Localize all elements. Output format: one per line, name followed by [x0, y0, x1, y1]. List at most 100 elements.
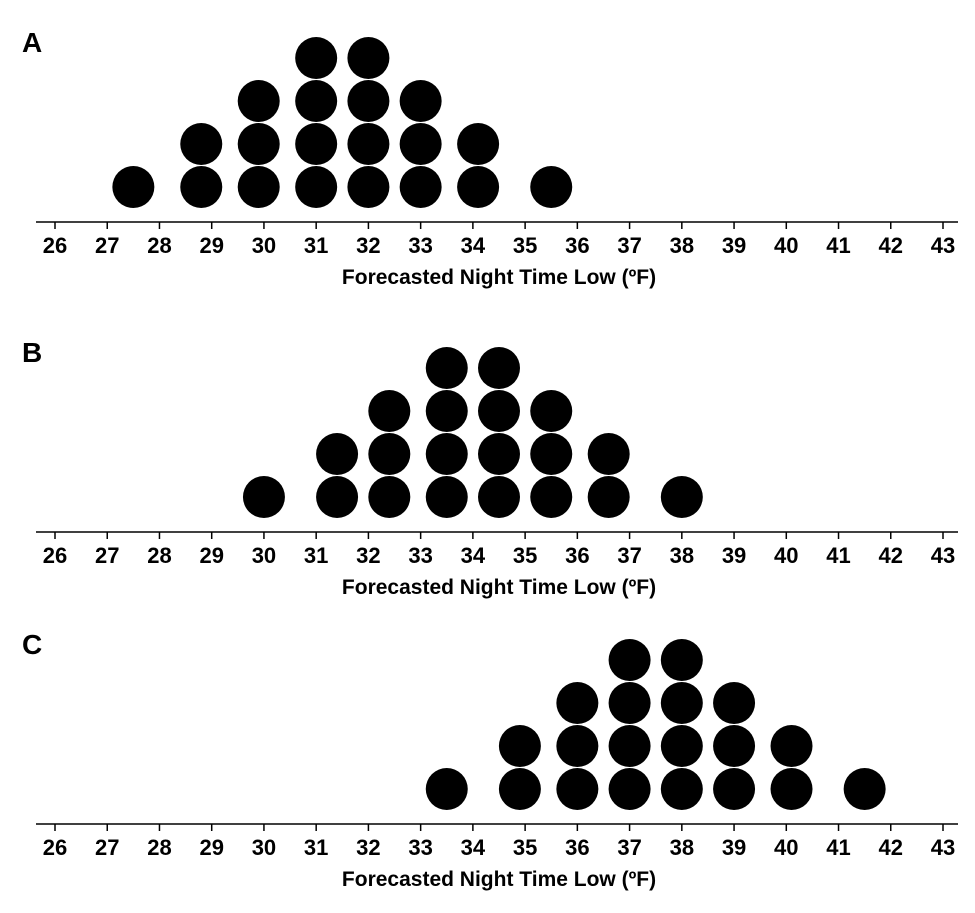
x-tick-label: 32 — [356, 233, 380, 258]
x-tick-label: 38 — [670, 543, 694, 568]
data-dot — [237, 123, 280, 165]
x-tick-label: 40 — [774, 233, 798, 258]
data-dot — [556, 768, 599, 810]
x-tick-label: 33 — [408, 835, 432, 860]
data-dot — [295, 37, 338, 79]
data-dot — [368, 433, 411, 475]
data-dot — [660, 682, 703, 724]
data-dot — [660, 725, 703, 767]
x-tick-label: 34 — [461, 835, 486, 860]
x-tick-label: 36 — [565, 233, 589, 258]
x-tick-label: 26 — [43, 543, 67, 568]
x-tick-label: 26 — [43, 233, 67, 258]
data-dot — [112, 166, 155, 208]
x-tick-label: 28 — [147, 233, 171, 258]
data-dot — [237, 166, 280, 208]
x-axis-label: Forecasted Night Time Low (ºF) — [342, 576, 656, 599]
x-tick-label: 37 — [617, 233, 641, 258]
data-dot — [478, 433, 520, 475]
x-tick-label: 43 — [931, 233, 955, 258]
data-dot — [498, 725, 541, 767]
x-axis-label: Forecasted Night Time Low (ºF) — [342, 266, 656, 289]
x-tick-label: 34 — [461, 543, 486, 568]
data-dot — [530, 433, 573, 475]
data-dot — [425, 433, 468, 475]
data-dot — [478, 476, 520, 518]
data-dot — [478, 347, 520, 389]
x-tick-label: 42 — [879, 835, 903, 860]
x-tick-label: 39 — [722, 543, 746, 568]
x-tick-label: 40 — [774, 835, 798, 860]
x-tick-label: 30 — [252, 835, 276, 860]
data-dot — [530, 390, 573, 432]
x-tick-label: 27 — [95, 835, 119, 860]
x-tick-label: 28 — [147, 543, 171, 568]
x-tick-label: 35 — [513, 835, 537, 860]
data-dot — [478, 390, 520, 432]
data-dot — [713, 682, 756, 724]
x-tick-label: 38 — [670, 233, 694, 258]
x-tick-label: 38 — [670, 835, 694, 860]
x-tick-label: 27 — [95, 543, 119, 568]
data-dot — [770, 768, 813, 810]
data-dot — [347, 80, 390, 122]
x-tick-label: 28 — [147, 835, 171, 860]
x-tick-label: 27 — [95, 233, 119, 258]
x-tick-label: 37 — [617, 835, 641, 860]
x-tick-label: 41 — [826, 835, 850, 860]
x-tick-label: 31 — [304, 233, 328, 258]
x-tick-label: 36 — [565, 835, 589, 860]
panel-label: B — [22, 337, 42, 368]
data-dot — [425, 768, 468, 810]
x-tick-label: 35 — [513, 233, 537, 258]
data-dot — [347, 37, 390, 79]
data-dot — [770, 725, 813, 767]
data-dot — [843, 768, 886, 810]
x-tick-label: 35 — [513, 543, 537, 568]
x-tick-label: 36 — [565, 543, 589, 568]
data-dot — [425, 476, 468, 518]
x-tick-label: 26 — [43, 835, 67, 860]
data-dot — [180, 166, 223, 208]
x-tick-label: 32 — [356, 543, 380, 568]
x-tick-label: 33 — [408, 543, 432, 568]
x-tick-label: 42 — [879, 543, 903, 568]
data-dot — [368, 390, 411, 432]
data-dot — [660, 639, 703, 681]
x-tick-label: 30 — [252, 233, 276, 258]
x-tick-label: 32 — [356, 835, 380, 860]
x-tick-label: 39 — [722, 835, 746, 860]
data-dot — [608, 725, 651, 767]
x-tick-label: 37 — [617, 543, 641, 568]
panel-label: C — [22, 629, 42, 660]
data-dot — [660, 768, 703, 810]
data-dot — [399, 123, 442, 165]
x-tick-label: 29 — [199, 835, 223, 860]
data-dot — [425, 390, 468, 432]
data-dot — [180, 123, 223, 165]
data-dot — [368, 476, 411, 518]
x-axis-label: Forecasted Night Time Low (ºF) — [342, 868, 656, 891]
data-dot — [587, 476, 630, 518]
data-dot — [425, 347, 468, 389]
x-tick-label: 29 — [199, 233, 223, 258]
data-dot — [608, 682, 651, 724]
x-tick-label: 43 — [931, 835, 955, 860]
data-dot — [530, 166, 573, 208]
x-tick-label: 31 — [304, 543, 328, 568]
data-dot — [457, 166, 500, 208]
x-tick-label: 31 — [304, 835, 328, 860]
data-dot — [608, 768, 651, 810]
data-dot — [347, 166, 390, 208]
x-tick-label: 43 — [931, 543, 955, 568]
data-dot — [530, 476, 573, 518]
data-dot — [587, 433, 630, 475]
data-dot — [347, 123, 390, 165]
data-dot — [237, 80, 280, 122]
data-dot — [457, 123, 500, 165]
x-tick-label: 29 — [199, 543, 223, 568]
data-dot — [316, 476, 359, 518]
data-dot — [242, 476, 285, 518]
